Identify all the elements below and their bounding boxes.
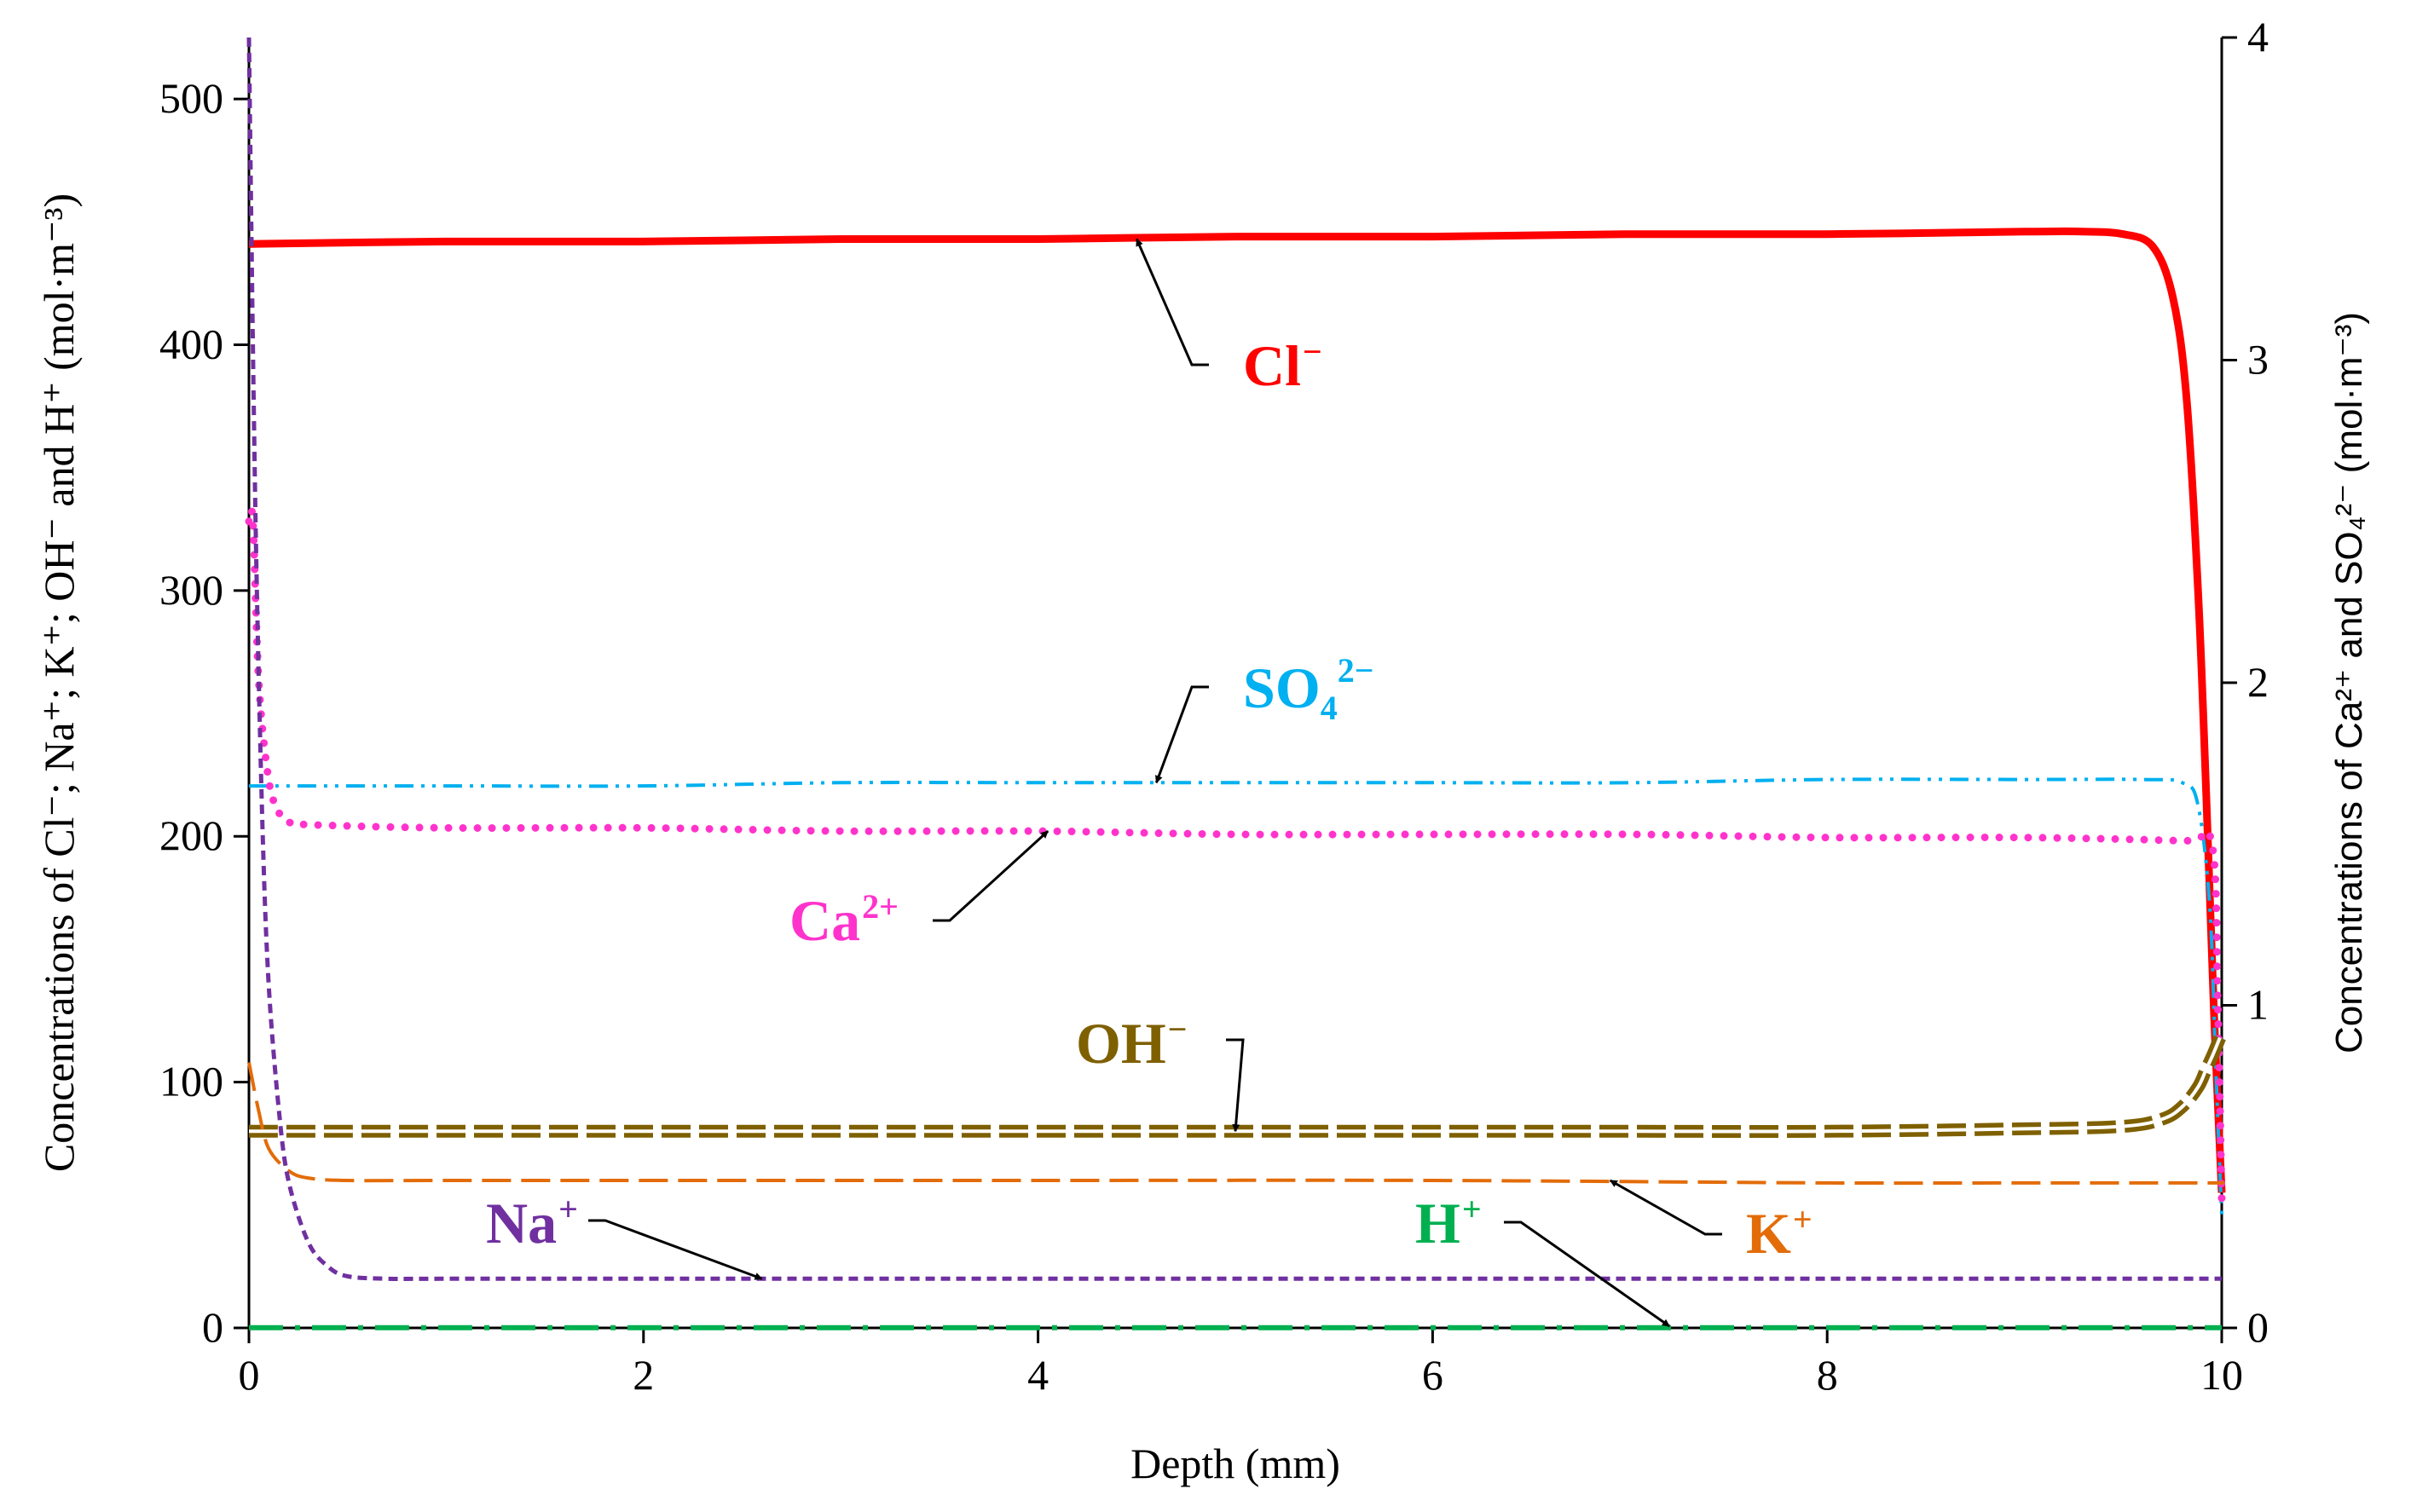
- series-na-line: [246, 37, 2222, 1282]
- y-right-tick-label: 2: [2247, 658, 2269, 706]
- annotation-arrow-na: [588, 1219, 763, 1280]
- series-so-line: [248, 777, 2223, 1215]
- series-cl-line: [248, 227, 2226, 1193]
- y-left-tick-label: 200: [159, 811, 223, 859]
- annotation-arrow-ca: [933, 829, 1049, 922]
- y-right-tick-label: 4: [2247, 13, 2269, 61]
- x-tick-label: 10: [2200, 1351, 2243, 1399]
- annotation-arrow-so: [1154, 685, 1209, 784]
- annotation-label-ca: Ca2+: [789, 887, 899, 953]
- x-tick-label: 0: [239, 1351, 260, 1399]
- annotation-label-k: K+: [1746, 1200, 1813, 1266]
- series-oh-line-inner: [248, 1032, 2223, 1134]
- annotation-arrow-cl: [1135, 238, 1209, 366]
- annotation-label-h: H+: [1415, 1190, 1482, 1255]
- x-tick-label: 4: [1027, 1351, 1049, 1399]
- annotation-arrow-oh: [1226, 1038, 1245, 1133]
- annotation-arrow-k: [1609, 1179, 1722, 1236]
- annotation-arrow-h: [1504, 1221, 1670, 1328]
- annotation-label-oh: OH−: [1076, 1010, 1188, 1076]
- x-tick-label: 8: [1817, 1351, 1838, 1399]
- y-right-tick-label: 3: [2247, 336, 2269, 384]
- y-left-tick-label: 300: [159, 566, 223, 614]
- y-right-tick-label: 0: [2247, 1303, 2269, 1351]
- y-right-axis-title: Concentrations of Ca²⁺ and SO₄²⁻ (mol·m⁻…: [2328, 312, 2370, 1053]
- y-left-axis-title: Concentrations of Cl⁻; Na⁺; K⁺; OH⁻ and …: [35, 193, 83, 1172]
- series-k-line: [247, 1062, 2225, 1186]
- annotation-label-na: Na+: [486, 1190, 578, 1255]
- annotation-label-cl: Cl−: [1243, 332, 1322, 398]
- y-left-tick-label: 100: [159, 1058, 223, 1105]
- y-right-tick-label: 1: [2247, 981, 2269, 1029]
- series-ca-line: [245, 505, 2226, 1203]
- x-tick-label: 2: [633, 1351, 654, 1399]
- x-tick-label: 6: [1422, 1351, 1443, 1399]
- x-axis-title: Depth (mm): [1130, 1440, 1340, 1487]
- y-left-tick-label: 400: [159, 320, 223, 367]
- y-left-tick-label: 0: [202, 1303, 223, 1351]
- annotation-label-so: SO42−: [1243, 651, 1374, 727]
- y-left-tick-label: 500: [159, 74, 223, 122]
